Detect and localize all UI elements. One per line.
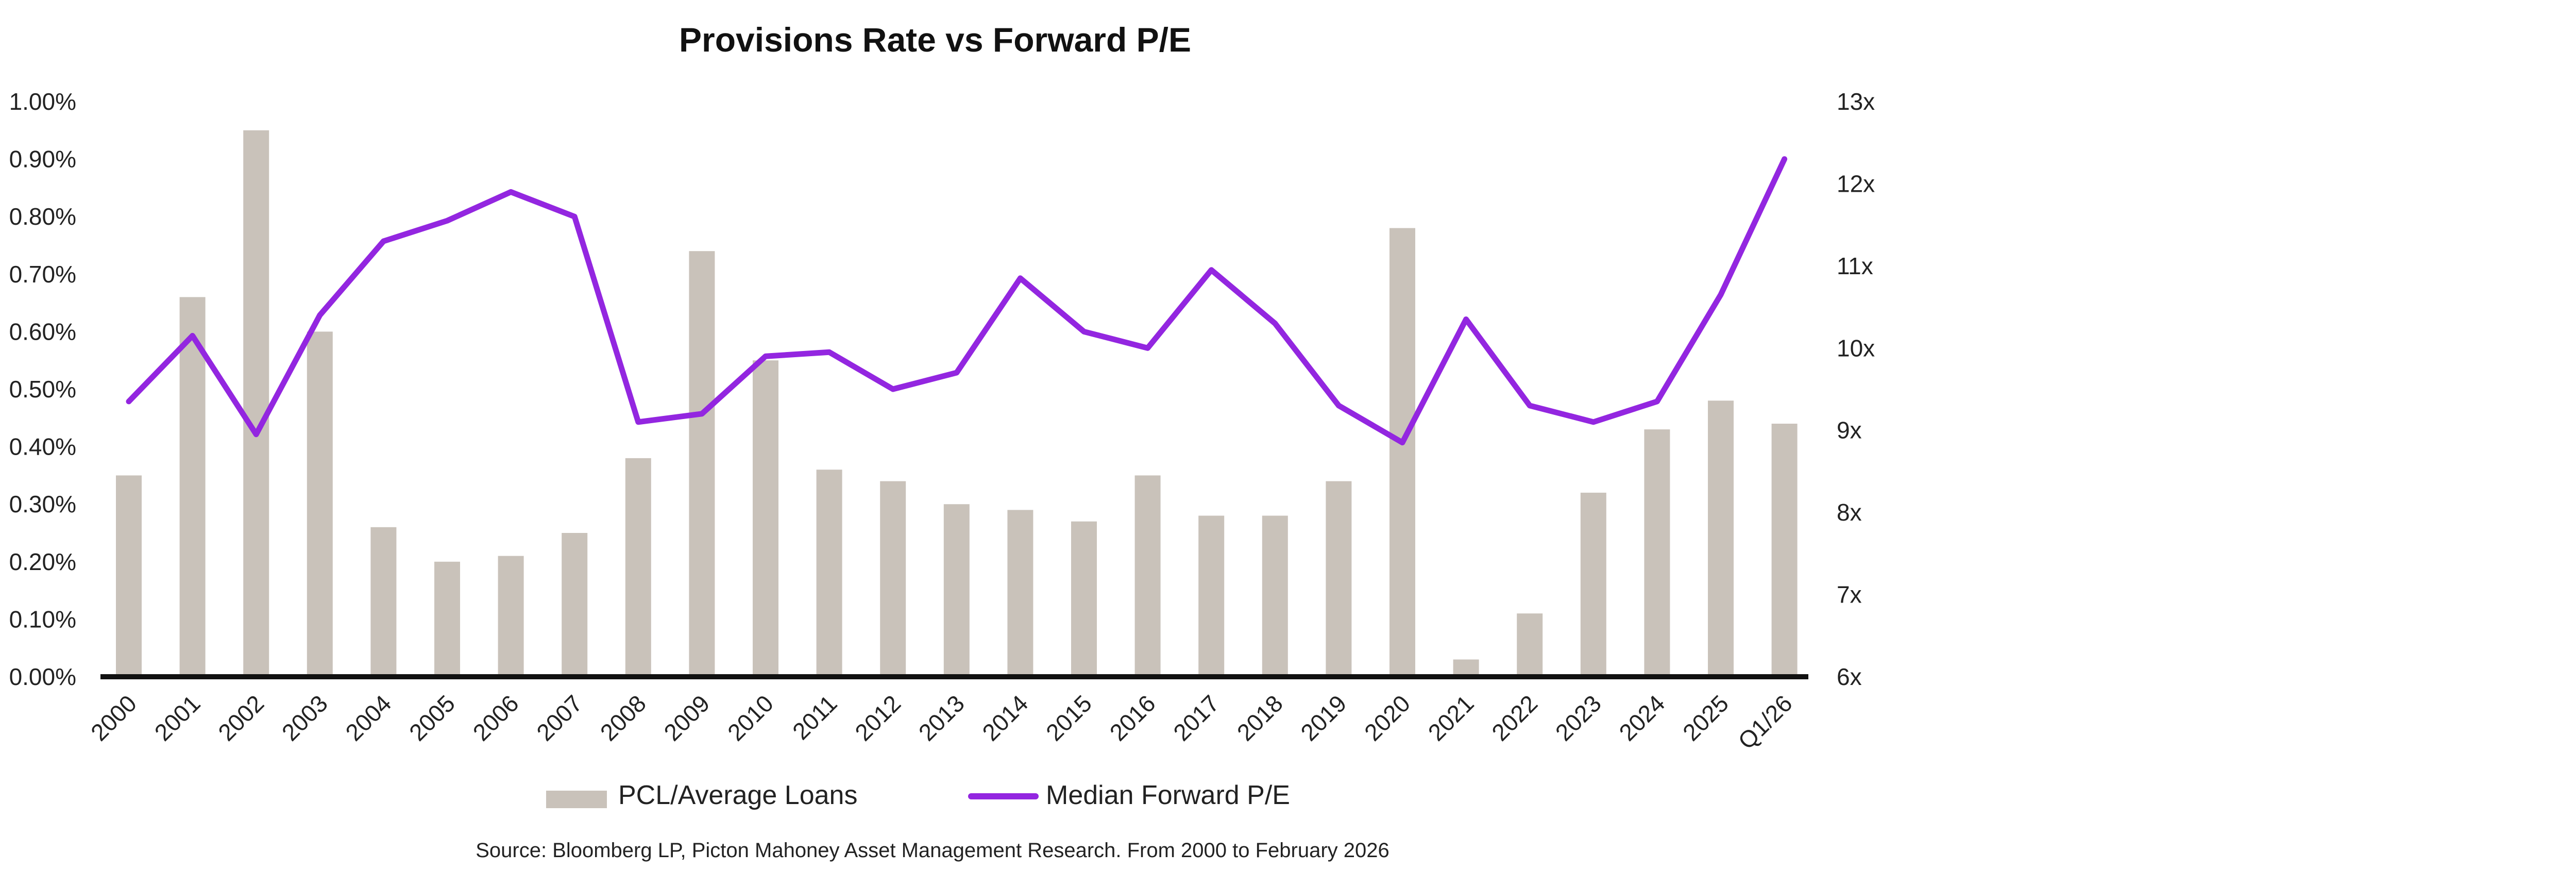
bar-2009 (689, 251, 715, 677)
bar-2007 (562, 533, 588, 677)
x-tick-label: 2022 (1486, 690, 1543, 746)
bar-2013 (943, 504, 970, 677)
x-tick-label: 2000 (86, 690, 142, 746)
x-tick-label: 2024 (1614, 690, 1670, 746)
pe-point-2004 (383, 241, 384, 242)
bar-2023 (1580, 492, 1606, 677)
right-tick-label: 9x (1837, 417, 1862, 444)
x-tick-label: 2013 (913, 690, 970, 746)
pe-point-2007 (574, 216, 575, 217)
x-tick-label: 2014 (977, 690, 1033, 746)
left-tick-label: 0.10% (9, 606, 76, 632)
bar-2015 (1071, 521, 1097, 677)
source-note: Source: Bloomberg LP, Picton Mahoney Ass… (476, 839, 1389, 862)
bar-2005 (434, 561, 460, 677)
x-tick-label: 2018 (1232, 690, 1288, 746)
x-tick-label: 2021 (1423, 690, 1479, 746)
x-axis: 2000 2001 2002 2003 2004 2005 2006 2007 2008 2009… (86, 690, 1798, 754)
right-tick-label: 10x (1837, 335, 1875, 361)
legend-swatch-bars (546, 791, 607, 808)
x-tick-label: 2002 (213, 690, 269, 746)
left-tick-label: 0.30% (9, 491, 76, 517)
x-tick-label: 2004 (340, 690, 396, 746)
right-tick-label: 11x (1837, 253, 1873, 279)
x-tick-label: 2005 (404, 690, 460, 746)
bar-2022 (1517, 613, 1543, 677)
x-tick-label: 2007 (531, 690, 587, 746)
x-tick-label: 2012 (850, 690, 906, 746)
x-tick-label: 2023 (1550, 690, 1606, 746)
bar-2010 (753, 360, 778, 677)
x-tick-label: 2001 (149, 690, 206, 746)
legend-label-line: Median Forward P/E (1046, 780, 1290, 810)
left-tick-label: 0.20% (9, 548, 76, 575)
pe-line (126, 156, 1788, 446)
legend-label-bars: PCL/Average Loans (618, 780, 857, 810)
line-layer (126, 156, 1788, 446)
left-axis: 0.00% 0.10% 0.20% 0.30% 0.40% 0.50% 0.60% 0.70%… (9, 88, 76, 690)
x-tick-label: 2008 (595, 690, 651, 746)
bar-2002 (243, 130, 269, 677)
bar-2016 (1134, 475, 1161, 677)
x-tick-label: 2011 (787, 690, 842, 745)
left-tick-label: 1.00% (9, 88, 76, 115)
bar-2011 (816, 470, 842, 677)
bar-2001 (179, 297, 206, 677)
bar-2024 (1644, 429, 1670, 677)
right-axis: 6x 7x 8x 9x 10x 11x 12x 13x (1837, 88, 1875, 690)
x-tick-label: 2010 (722, 690, 778, 746)
right-tick-label: 7x (1837, 581, 1862, 608)
x-tick-label: Q1/26 (1733, 690, 1797, 754)
right-tick-label: 13x (1837, 88, 1875, 115)
pe-point-2020 (1402, 442, 1403, 443)
x-tick-label: 2020 (1359, 690, 1415, 746)
x-tick-label: 2016 (1105, 690, 1161, 746)
bar-2006 (498, 556, 524, 677)
pe-point-2019 (1338, 405, 1339, 406)
bar-2025 (1708, 400, 1734, 677)
bar-Q1/26 (1771, 424, 1798, 677)
x-tick-label: 2019 (1295, 690, 1351, 746)
left-tick-label: 0.50% (9, 376, 76, 403)
left-tick-label: 0.80% (9, 203, 76, 230)
x-tick-label: 2006 (468, 690, 524, 746)
legend: PCL/Average Loans Median Forward P/E (546, 780, 1290, 810)
bar-2014 (1007, 510, 1033, 677)
right-tick-label: 12x (1837, 170, 1875, 197)
left-tick-label: 0.40% (9, 433, 76, 460)
x-tick-label: 2009 (658, 690, 715, 746)
left-tick-label: 0.70% (9, 261, 76, 288)
x-tick-label: 2025 (1677, 690, 1734, 746)
bar-2003 (307, 331, 333, 677)
bar-2012 (880, 481, 906, 677)
x-tick-label: 2003 (277, 690, 333, 746)
right-tick-label: 8x (1837, 499, 1862, 526)
bar-2017 (1198, 515, 1225, 677)
left-tick-label: 0.90% (9, 146, 76, 173)
right-tick-label: 6x (1837, 663, 1862, 690)
bar-2019 (1326, 481, 1352, 677)
left-tick-label: 0.60% (9, 318, 76, 345)
bars-layer (116, 130, 1798, 677)
bar-2021 (1453, 659, 1479, 677)
bar-2020 (1389, 228, 1415, 677)
x-tick-label: 2015 (1041, 690, 1097, 746)
bar-2018 (1262, 515, 1288, 677)
x-tick-label: 2017 (1168, 690, 1224, 746)
chart-title: Provisions Rate vs Forward P/E (679, 21, 1191, 59)
bar-2004 (370, 527, 397, 677)
bar-2008 (625, 458, 651, 677)
bar-2000 (116, 475, 142, 677)
left-tick-label: 0.00% (9, 663, 76, 690)
